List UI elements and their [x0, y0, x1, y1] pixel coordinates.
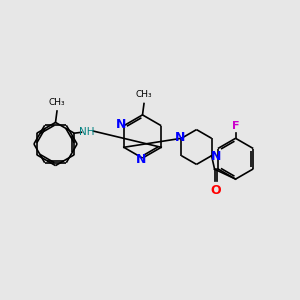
Text: N: N [136, 153, 146, 166]
Text: N: N [175, 130, 185, 144]
Text: N: N [116, 118, 127, 131]
Text: CH₃: CH₃ [136, 90, 152, 99]
Text: NH: NH [79, 127, 94, 137]
Text: CH₃: CH₃ [49, 98, 65, 107]
Text: F: F [232, 121, 239, 131]
Text: O: O [210, 184, 221, 197]
Text: N: N [211, 150, 221, 164]
